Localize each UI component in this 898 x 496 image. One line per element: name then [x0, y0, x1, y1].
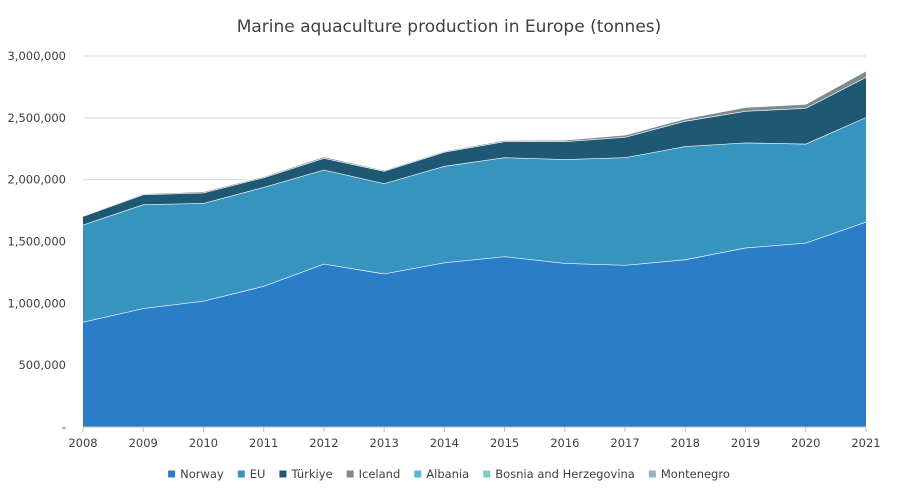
legend-label: Türkiye [290, 467, 332, 481]
legend-label: Montenegro [661, 467, 730, 481]
x-tick-label: 2014 [430, 436, 459, 450]
legend-item-norway: Norway [168, 467, 224, 481]
x-tick-label: 2018 [671, 436, 700, 450]
legend-swatch [414, 470, 422, 478]
area-series [82, 69, 867, 427]
x-tick-label: 2015 [490, 436, 519, 450]
x-tick-label: 2013 [370, 436, 399, 450]
y-tick-label: - [62, 420, 66, 434]
legend-swatch [168, 470, 176, 478]
legend-item-eu: EU [237, 467, 266, 481]
legend: Norway EU Türkiye Iceland Albania Bosnia and … [168, 467, 730, 481]
x-tick-label: 2010 [189, 436, 218, 450]
area-eu [83, 117, 866, 322]
chart-title: Marine aquaculture production in Europe … [237, 17, 662, 37]
area-edge-montenegro [82, 69, 867, 216]
legend-label: Albania [426, 467, 469, 481]
y-axis-ticks: - 500,000 1,000,000 1,500,000 2,000,000 2,500… [7, 49, 66, 434]
legend-item-bosnia-and-herzegovina: Bosnia and Herzegovina [483, 467, 635, 481]
x-tick-label: 2011 [249, 436, 278, 450]
legend-item-montenegro: Montenegro [648, 467, 730, 481]
x-tick-label: 2021 [851, 436, 880, 450]
area-edge-t-rkiye [82, 76, 867, 217]
x-tick-label: 2019 [731, 436, 760, 450]
y-tick-label: 500,000 [18, 358, 66, 372]
area-norway [83, 221, 866, 427]
area-t-rkiye [83, 77, 866, 225]
axes [82, 426, 867, 432]
y-tick-label: 2,500,000 [7, 111, 66, 125]
legend-swatch [346, 470, 354, 478]
legend-label: Norway [180, 467, 224, 481]
x-tick-label: 2020 [791, 436, 820, 450]
legend-label: Iceland [359, 467, 401, 481]
x-tick-label: 2009 [129, 436, 158, 450]
y-tick-label: 2,000,000 [7, 173, 66, 187]
y-tick-label: 1,500,000 [7, 235, 66, 249]
legend-label: EU [250, 467, 266, 481]
legend-item-albania: Albania [414, 467, 469, 481]
x-tick-label: 2016 [550, 436, 579, 450]
legend-swatch [483, 470, 491, 478]
legend-item-iceland: Iceland [346, 467, 401, 481]
x-tick-label: 2012 [309, 436, 338, 450]
legend-swatch [279, 470, 287, 478]
legend-swatch [237, 470, 245, 478]
x-axis-ticks: 2008 2009 2010 2011 2012 2013 2014 2015 2016 2017… [68, 436, 880, 450]
legend-label: Bosnia and Herzegovina [495, 467, 635, 481]
legend-swatch [648, 470, 656, 478]
x-tick-label: 2008 [68, 436, 97, 450]
y-tick-label: 3,000,000 [7, 49, 66, 63]
y-tick-label: 1,000,000 [7, 296, 66, 310]
x-tick-label: 2017 [610, 436, 639, 450]
legend-item-t-rkiye: Türkiye [279, 467, 333, 481]
